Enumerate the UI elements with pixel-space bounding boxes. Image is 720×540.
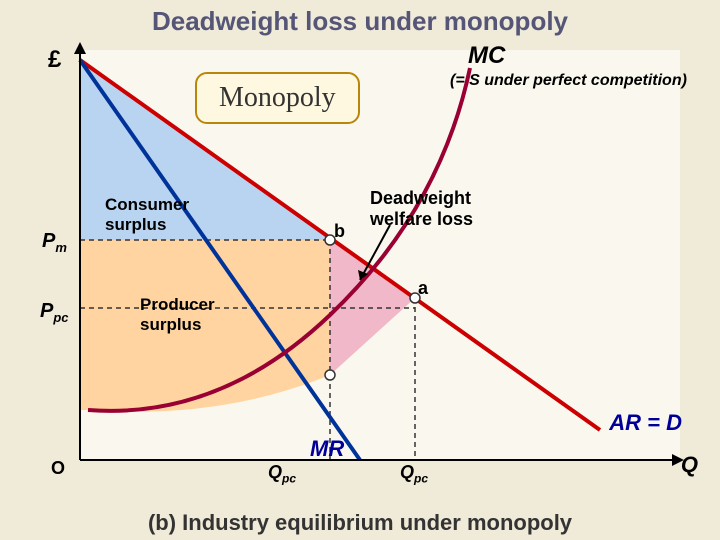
dwl-label: Deadweight welfare loss [370,188,473,230]
x-axis-label: Q [681,452,698,478]
y-axis-label: £ [48,46,61,74]
pm-label: Pm [42,230,67,255]
monopoly-box: Monopoly [195,72,360,124]
point-b-label: b [334,221,345,242]
mc-note: (= S under perfect competition) [450,72,687,90]
chart-container [40,40,690,480]
origin-label: O [51,458,65,479]
ppc-label: Ppc [40,300,69,325]
footer-caption: (b) Industry equilibrium under monopoly [0,510,720,536]
consumer-surplus-label: Consumer surplus [105,195,189,235]
page-title: Deadweight loss under monopoly [0,0,720,37]
ard-label: AR = D [609,410,682,436]
producer-surplus-label: Producer surplus [140,295,215,335]
mr-label: MR [310,436,344,462]
qpc2-label: Qpc [400,462,428,486]
point-a-label: a [418,278,428,299]
mc-label: MC [468,42,505,70]
chart-svg [40,40,690,480]
qpc1-label: Qpc [268,462,296,486]
